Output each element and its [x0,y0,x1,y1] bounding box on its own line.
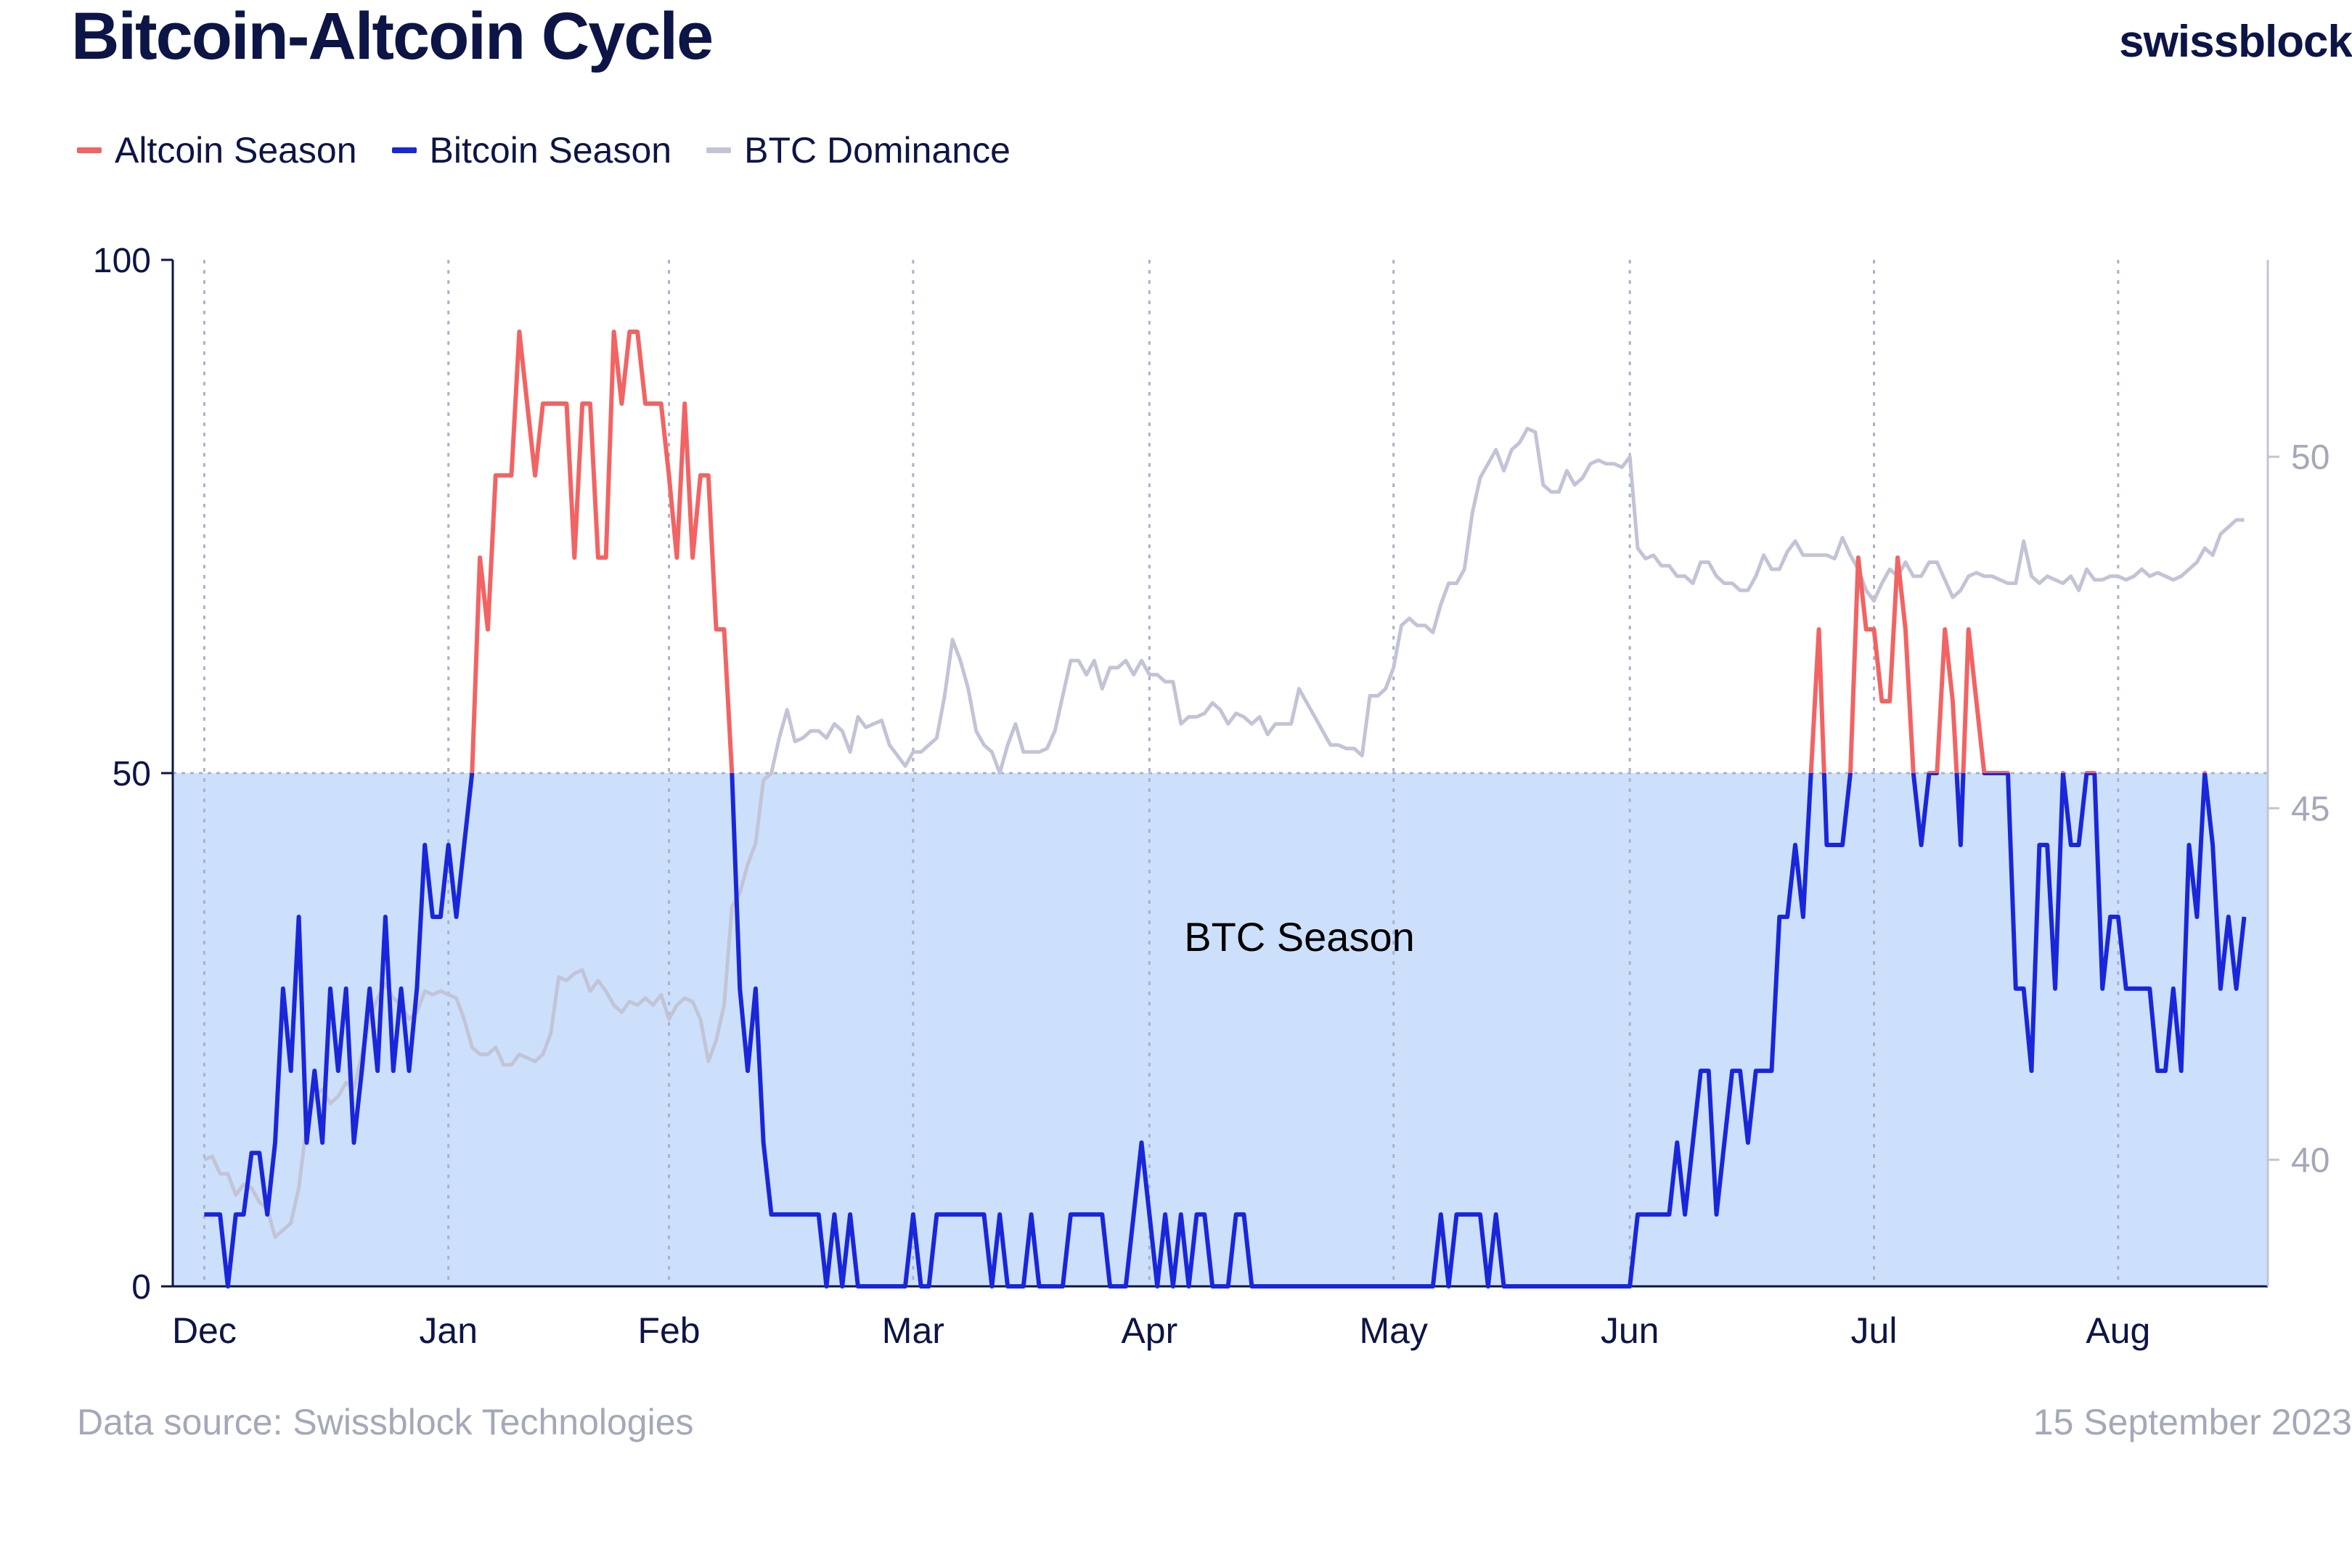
btc-season-region [173,773,2268,1286]
btc-season-label: BTC Season [1184,914,1415,960]
y-left-tick-label-0: 0 [131,1268,151,1307]
series-bitcoin-season [204,773,2247,1289]
chart-legend: Altcoin Season Bitcoin Season BTC Domina… [77,129,1010,171]
legend-swatch-altcoin-season [77,147,102,153]
x-tick-label-jun: Jun [1601,1310,1659,1351]
x-tick-label-jul: Jul [1851,1310,1898,1351]
y-right-tick-label-40: 40 [2291,1142,2329,1180]
y-right-tick-label-50: 50 [2291,438,2329,477]
legend-label-bitcoin-season: Bitcoin Season [429,130,672,171]
legend-item-altcoin-season[interactable]: Altcoin Season [77,129,357,171]
x-tick-label-aug: Aug [2086,1310,2150,1351]
legend-label-btc-dominance: BTC Dominance [744,130,1010,171]
x-tick-label-feb: Feb [637,1310,700,1351]
data-source-note: Data source: Swissblock Technologies [77,1402,694,1442]
x-tick-label-may: May [1359,1310,1427,1351]
y-left-tick-label-100: 100 [93,242,151,280]
y-right-tick-label-45: 45 [2291,790,2329,828]
series-altcoin-season [470,330,2208,773]
x-tick-label-jan: Jan [419,1310,478,1351]
legend-swatch-btc-dominance [706,147,732,153]
legend-label-altcoin-season: Altcoin Season [115,130,357,171]
y-left-tick-label-50: 50 [113,755,151,793]
legend-swatch-bitcoin-season [391,147,417,153]
publish-date: 15 September 2023 [2033,1402,2352,1442]
legend-item-bitcoin-season[interactable]: Bitcoin Season [391,129,672,171]
brand-logo: swissblock [2119,17,2352,67]
page-title: Bitcoin-Altcoin Cycle [71,0,714,73]
x-tick-label-mar: Mar [882,1310,944,1351]
legend-item-btc-dominance[interactable]: BTC Dominance [706,129,1010,171]
series-btc-dominance [203,426,2245,1239]
x-tick-label-dec: Dec [172,1310,237,1351]
x-tick-label-apr: Apr [1121,1310,1177,1351]
